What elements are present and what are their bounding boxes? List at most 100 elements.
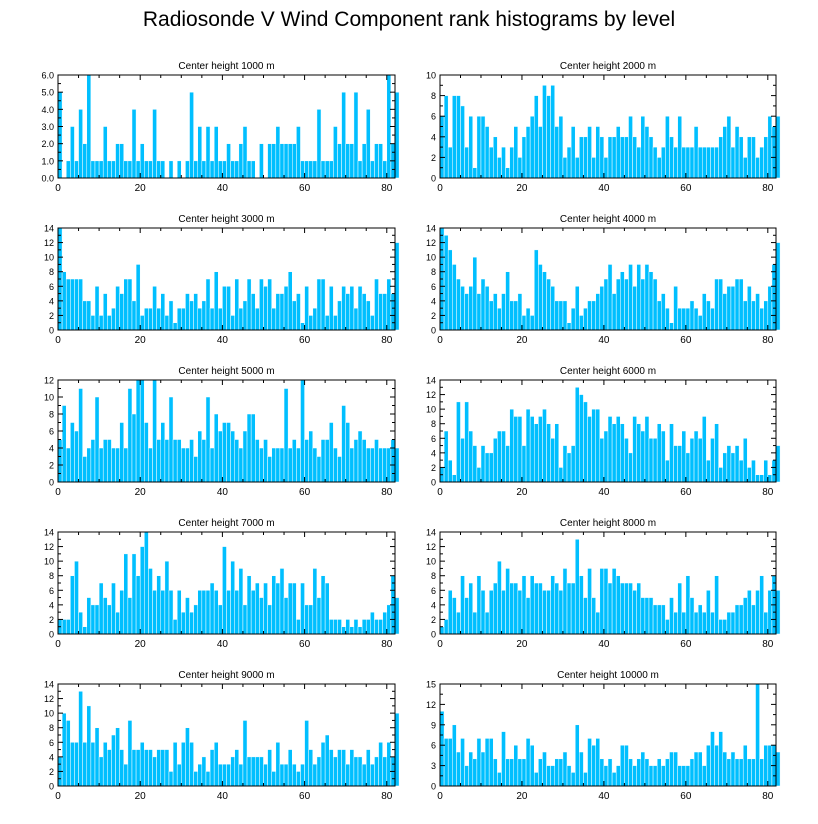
histogram-bar [382, 756, 388, 787]
histogram-bar [509, 146, 515, 179]
histogram-bar [333, 315, 338, 331]
histogram-bar [685, 452, 691, 483]
histogram-bar [742, 597, 748, 635]
histogram-bar [378, 293, 383, 331]
histogram-bar [296, 293, 301, 331]
histogram-bar [628, 264, 633, 331]
histogram-bar [620, 271, 625, 331]
histogram-bar [624, 136, 629, 179]
histogram-bar [632, 765, 637, 787]
histogram-bar [460, 438, 465, 483]
histogram-bar [775, 242, 781, 331]
histogram-bar [226, 286, 231, 331]
histogram-bar [706, 590, 711, 635]
histogram-bar [456, 278, 461, 331]
histogram-bar [308, 430, 314, 483]
histogram-bar [382, 293, 388, 331]
histogram-bar [135, 160, 141, 179]
histogram-bar [337, 143, 342, 179]
histogram-bar [689, 146, 695, 179]
histogram-bar [759, 575, 764, 635]
histogram-bar [144, 422, 149, 483]
histogram-bar [65, 619, 71, 635]
histogram-bar [484, 126, 490, 179]
histogram-bar [701, 293, 707, 331]
histogram-bar [74, 742, 79, 787]
histogram-bar [242, 720, 248, 787]
histogram-bar [341, 405, 346, 483]
histogram-bar [759, 146, 764, 179]
histogram-bar [480, 751, 486, 787]
histogram-bar [632, 590, 637, 635]
histogram-bar [558, 758, 564, 787]
histogram-bar [119, 422, 125, 483]
x-tick-label: 20 [135, 639, 147, 650]
histogram-bar [74, 560, 79, 635]
histogram-bar [98, 160, 104, 179]
histogram-bar [685, 765, 691, 787]
y-tick-label: 4 [431, 448, 436, 458]
histogram-bar [509, 582, 515, 635]
x-tick-label: 40 [217, 335, 229, 346]
histogram-bar [738, 758, 744, 787]
histogram-bar [357, 160, 363, 179]
x-tick-label: 20 [516, 183, 528, 194]
histogram-bar [488, 738, 494, 787]
histogram-bar [337, 619, 342, 635]
y-tick-label: 8 [49, 267, 54, 277]
histogram-bar [164, 560, 170, 635]
histogram-bar [255, 439, 260, 483]
histogram-bar [337, 300, 342, 331]
histogram-bar [615, 416, 621, 483]
histogram-bar [546, 278, 551, 331]
histogram-bar [501, 146, 506, 179]
histogram-bar [119, 749, 125, 787]
y-tick-label: 14 [44, 224, 54, 234]
histogram-bar [722, 452, 728, 483]
x-tick-label: 40 [598, 487, 610, 498]
histogram-bar [497, 307, 502, 331]
histogram-bar [238, 307, 244, 331]
histogram-bar [160, 590, 166, 635]
histogram-bar [460, 286, 465, 331]
histogram-bar [312, 763, 318, 787]
histogram-bar [213, 413, 219, 483]
histogram-bar [661, 430, 666, 483]
histogram-bar [115, 286, 120, 331]
histogram-bar [656, 157, 662, 179]
histogram-bar [665, 758, 670, 787]
histogram-bar [718, 467, 723, 483]
histogram-bar [271, 307, 277, 331]
histogram-bar [697, 604, 703, 635]
histogram-bar [341, 91, 346, 179]
histogram-bar [566, 582, 572, 635]
histogram-bar [349, 143, 355, 179]
histogram-bar [78, 388, 83, 483]
histogram-bar [267, 456, 272, 483]
histogram-bar [665, 459, 670, 483]
histogram-bar [546, 95, 551, 179]
panel-title: Center height 7000 m [178, 518, 274, 529]
histogram-bar [673, 611, 678, 635]
histogram-bar [78, 278, 83, 331]
y-tick-label: 4 [49, 444, 54, 454]
histogram-bar [250, 756, 256, 787]
histogram-bar [706, 146, 711, 179]
histogram-bar [292, 582, 297, 635]
histogram-bar [296, 619, 301, 635]
histogram-bar [287, 749, 293, 787]
histogram-bar [661, 765, 666, 787]
histogram-bar [730, 146, 736, 179]
histogram-bar [304, 439, 309, 483]
histogram-bar [722, 751, 728, 787]
histogram-bar [70, 422, 75, 483]
histogram-bar [513, 126, 519, 179]
histogram-bar [279, 293, 285, 331]
y-tick-label: 12 [426, 390, 436, 400]
histogram-bar [587, 416, 592, 483]
histogram-bar [591, 744, 596, 787]
histogram-bar [378, 619, 383, 635]
x-tick-label: 80 [381, 335, 393, 346]
histogram-bar [300, 763, 305, 787]
y-tick-label: 10 [44, 393, 54, 403]
